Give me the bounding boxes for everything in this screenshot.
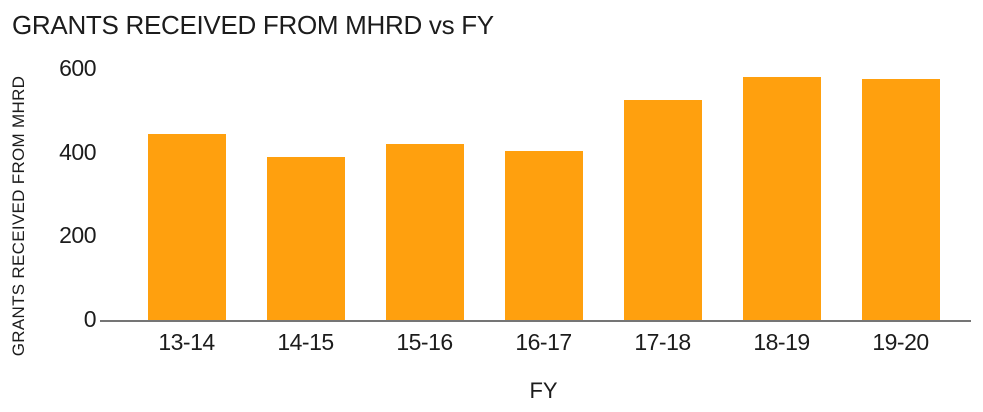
bar-13-14 — [147, 133, 226, 320]
y-tick-label: 400 — [59, 138, 96, 165]
x-tick-label: 17-18 — [634, 329, 691, 355]
bar-slot — [127, 69, 246, 320]
bar-slot — [484, 69, 603, 320]
bar-16-17 — [504, 150, 583, 320]
y-axis-tick-labels: 0 200 400 600 — [0, 0, 96, 412]
x-tick-label: 16-17 — [515, 329, 572, 355]
bar-19-20 — [861, 79, 940, 320]
x-tick-label: 18-19 — [753, 329, 810, 355]
x-tick-label: 14-15 — [277, 329, 334, 355]
bar-14-15 — [266, 156, 345, 320]
chart-title: GRANTS RECEIVED FROM MHRD vs FY — [12, 10, 494, 40]
x-tick-label: 19-20 — [872, 329, 929, 355]
bar-slot — [603, 69, 722, 320]
bar-18-19 — [742, 77, 821, 320]
bar-slot — [246, 69, 365, 320]
bar-slot — [365, 69, 484, 320]
x-axis-line — [100, 320, 971, 322]
bar-slot — [722, 69, 841, 320]
bar-15-16 — [385, 144, 464, 320]
y-tick-label: 0 — [83, 305, 97, 332]
bar-17-18 — [623, 100, 702, 320]
y-tick-label: 600 — [59, 54, 96, 81]
x-tick-label: 13-14 — [158, 329, 215, 355]
y-tick-label: 200 — [59, 222, 96, 249]
x-axis-title: FY — [529, 378, 558, 403]
plot-area — [127, 69, 960, 320]
bar-slot — [841, 69, 960, 320]
x-tick-label: 15-16 — [396, 329, 453, 355]
x-axis-tick-labels: 13-14 14-15 15-16 16-17 17-18 18-19 19-20 — [127, 329, 960, 356]
